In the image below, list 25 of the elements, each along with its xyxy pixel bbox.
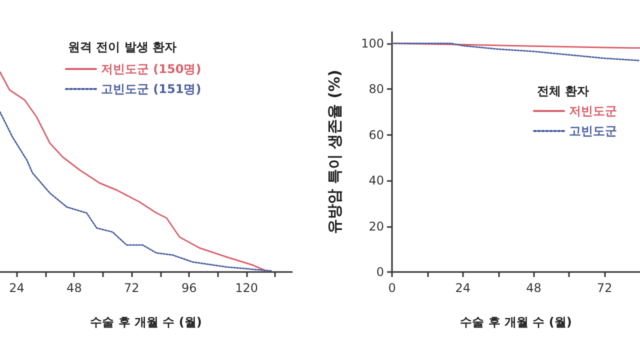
x-tick-label: 96 xyxy=(181,281,197,295)
x-tick-label: 120 xyxy=(235,281,258,295)
y-tick-label: 80 xyxy=(368,82,384,96)
x-tick-label: 72 xyxy=(124,281,140,295)
x-tick-label: 24 xyxy=(9,281,24,295)
line-series xyxy=(391,42,640,62)
y-tick-label: 60 xyxy=(368,128,384,142)
y-tick-label: 0 xyxy=(376,265,384,279)
x-tick-label: 48 xyxy=(66,281,82,295)
x-axis-title: 수술 후 개월 수 (월) xyxy=(460,315,572,329)
legend-label: 고빈도군 xyxy=(569,124,617,138)
legend-title: 전체 환자 xyxy=(537,84,590,98)
y-tick-label: 40 xyxy=(368,174,384,188)
x-tick-label: 48 xyxy=(526,281,542,295)
y-tick-label: 100 xyxy=(361,36,384,50)
legend-title: 원격 전이 발생 환자 xyxy=(68,40,177,54)
legend-label: 저빈도군 xyxy=(569,104,617,118)
x-tick-label: 24 xyxy=(455,281,470,295)
x-tick-label: 0 xyxy=(388,281,396,295)
y-axis-title: 유방암 특이 생존율 (%) xyxy=(326,70,344,234)
legend-label: 저빈도군 (150명) xyxy=(101,62,202,76)
legend-label: 고빈도군 (151명) xyxy=(101,82,202,96)
x-axis-title: 수술 후 개월 수 (월) xyxy=(90,315,202,329)
x-tick-label: 72 xyxy=(596,281,612,295)
y-tick-label: 20 xyxy=(368,219,384,234)
